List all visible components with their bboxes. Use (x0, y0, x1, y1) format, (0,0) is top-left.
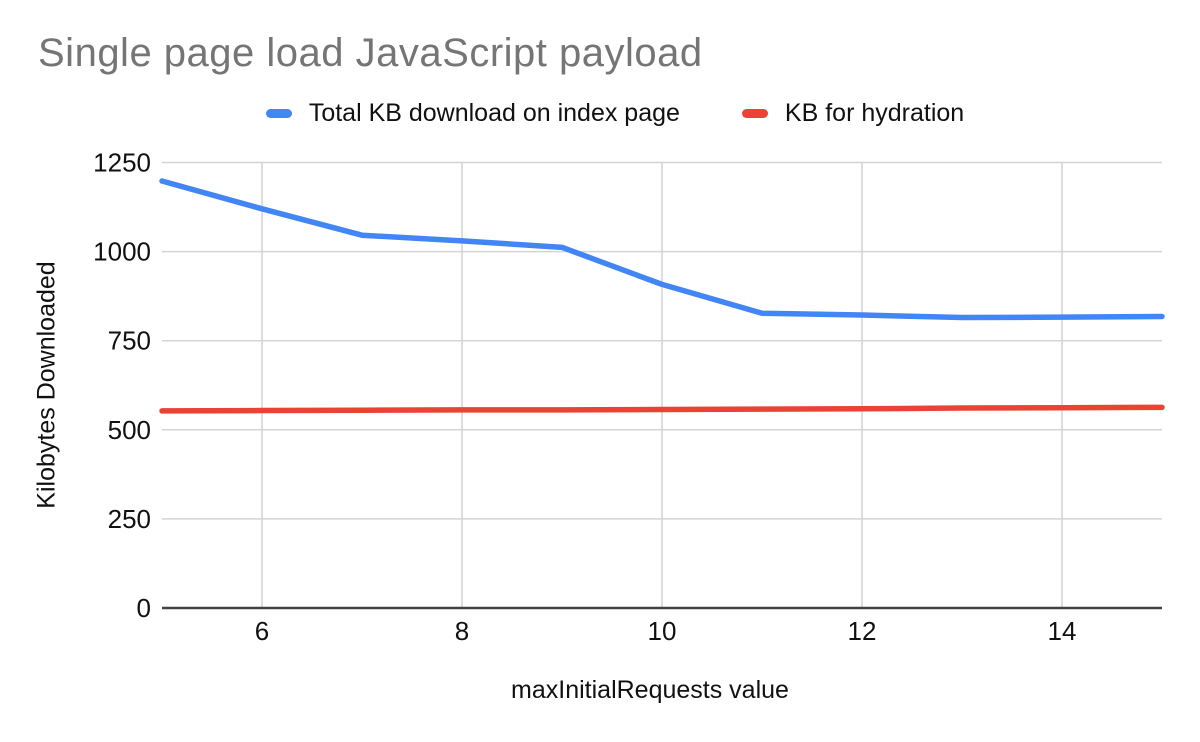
y-tick-label: 1250 (93, 148, 151, 178)
legend-label-hydration: KB for hydration (784, 99, 965, 127)
legend-swatch-red-icon (741, 109, 768, 118)
series-line-1 (159, 404, 1165, 414)
x-axis-title: maxInitialRequests value (511, 676, 789, 704)
y-tick-label: 750 (108, 326, 151, 356)
legend-label-total-kb: Total KB download on index page (308, 99, 680, 127)
y-tick-label: 0 (137, 593, 151, 623)
legend-item-hydration: KB for hydration (741, 99, 965, 128)
y-tick-label: 500 (108, 415, 151, 445)
x-tick-label: 8 (455, 616, 469, 646)
series-line-0 (159, 178, 1165, 321)
y-axis-title: Kilobytes Downloaded (32, 261, 61, 509)
x-tick-label: 12 (848, 616, 877, 646)
legend: Total KB download on index page KB for h… (15, 99, 1200, 128)
x-tick-label: 14 (1048, 616, 1077, 646)
y-tick-label: 1000 (93, 237, 151, 267)
x-tick-label: 10 (648, 616, 677, 646)
x-tick-label: 6 (255, 616, 269, 646)
chart-title: Single page load JavaScript payload (38, 31, 703, 75)
legend-swatch-blue-icon (265, 109, 292, 118)
y-tick-label: 250 (108, 504, 151, 534)
legend-item-total-kb: Total KB download on index page (265, 99, 680, 128)
